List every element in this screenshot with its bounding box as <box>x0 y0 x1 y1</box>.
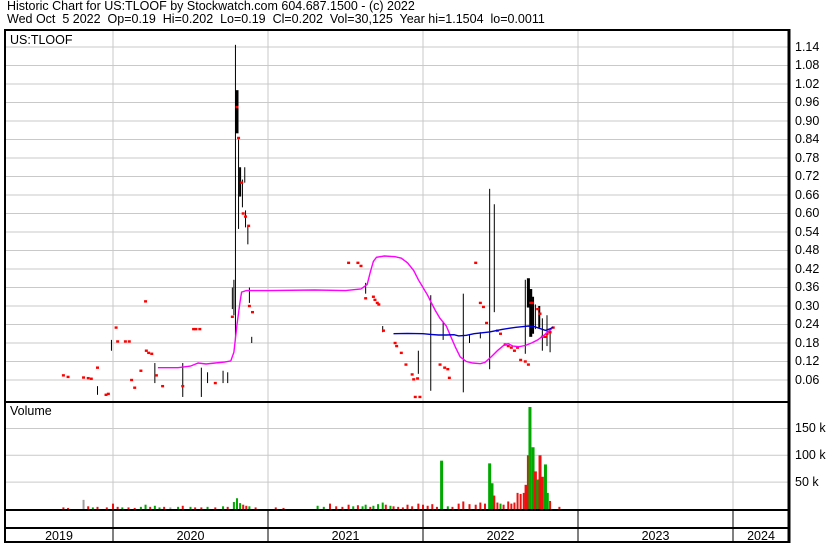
price-axis-tick: 1.08 <box>795 58 820 73</box>
price-axis-tick: 0.60 <box>795 206 820 221</box>
year-axis-tick: 2021 <box>331 529 360 543</box>
volume-axis-tick: 150 k <box>795 421 826 436</box>
price-axis-tick: 0.36 <box>795 280 820 295</box>
price-axis-tick: 0.06 <box>795 372 820 387</box>
price-axis-tick: 1.14 <box>795 40 820 54</box>
chart-quote-line: Wed Oct 5 2022 Op=0.19 Hi=0.202 Lo=0.19 … <box>7 12 545 26</box>
price-axis-tick: 0.72 <box>795 169 820 184</box>
volume-axis-tick: 50 k <box>795 475 819 490</box>
price-axis-tick: 0.30 <box>795 298 820 313</box>
price-axis-tick: 0.90 <box>795 113 820 128</box>
year-axis-tick: 2024 <box>747 529 775 543</box>
price-axis-tick: 0.54 <box>795 224 820 239</box>
price-axis-tick: 0.42 <box>795 261 820 276</box>
year-axis-tick: 2020 <box>176 529 205 543</box>
volume-axis-tick: 100 k <box>795 448 826 463</box>
chart-title: Historic Chart for US:TLOOF by Stockwatc… <box>7 0 415 13</box>
symbol-label: US:TLOOF <box>10 33 73 47</box>
volume-pane-label: Volume <box>10 404 52 418</box>
year-axis-tick: 2019 <box>45 529 73 543</box>
price-axis-tick: 1.02 <box>795 76 820 91</box>
price-axis-tick: 0.78 <box>795 150 820 165</box>
price-axis-tick: 0.24 <box>795 317 820 332</box>
price-axis-tick: 0.12 <box>795 354 820 369</box>
price-axis-tick: 0.48 <box>795 243 820 258</box>
price-axis-tick: 0.96 <box>795 95 820 110</box>
price-axis-tick: 0.84 <box>795 132 820 147</box>
price-axis-tick: 0.66 <box>795 187 820 202</box>
year-axis-tick: 2023 <box>641 529 670 543</box>
price-axis-tick: 0.18 <box>795 335 820 350</box>
year-axis-tick: 2022 <box>486 529 515 543</box>
